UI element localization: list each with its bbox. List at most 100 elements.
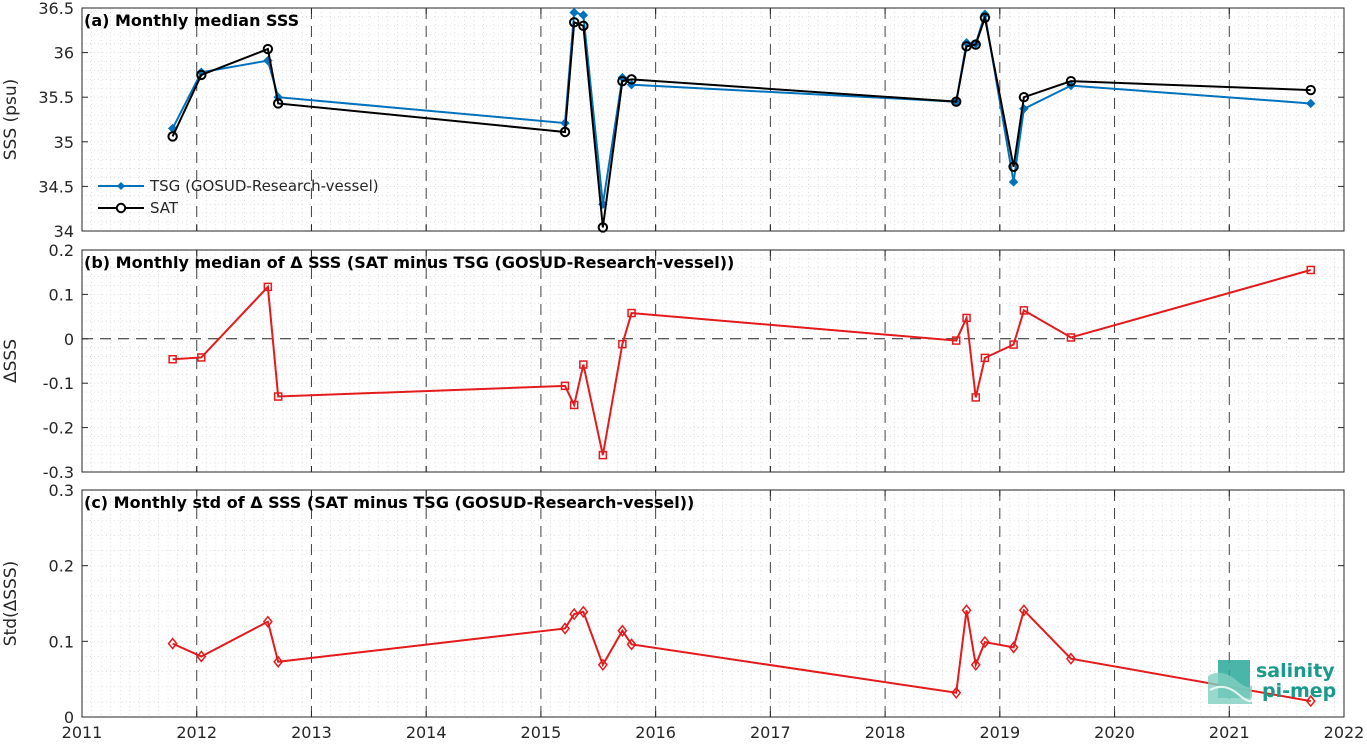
data-point	[1009, 340, 1018, 349]
data-point	[579, 360, 588, 369]
data-point	[961, 604, 972, 617]
y-tick-label: -0.3	[43, 463, 74, 482]
y-tick-label: 0	[64, 330, 74, 349]
x-tick-label: 2013	[291, 723, 332, 742]
data-point	[1065, 652, 1076, 665]
series-line	[172, 608, 1311, 703]
y-tick-label: 35.5	[38, 88, 74, 107]
logo-line2: pi-mep	[1262, 680, 1336, 702]
y-tick-label: 36.5	[38, 0, 74, 18]
y-tick-label: 0.2	[49, 557, 74, 576]
y-tick-label: 36	[54, 44, 74, 63]
data-point	[970, 658, 981, 671]
data-point	[1305, 694, 1316, 708]
legend-label-sat: SAT	[150, 199, 179, 217]
data-point	[626, 74, 637, 85]
data-point	[979, 635, 990, 649]
data-point	[167, 131, 178, 142]
legend-marker-tsg	[117, 182, 125, 190]
data-point	[569, 607, 580, 621]
data-point	[273, 655, 284, 668]
data-point	[168, 354, 177, 364]
data-point	[1305, 84, 1316, 96]
x-tick-label: 2011	[62, 723, 103, 742]
x-axis	[81, 250, 1345, 472]
panel-title: (b) Monthly median of Δ SSS (SAT minus T…	[84, 253, 734, 272]
data-point	[951, 96, 962, 107]
data-point	[1008, 641, 1019, 654]
data-point	[578, 20, 589, 32]
y-tick-label: -0.1	[43, 374, 74, 393]
x-tick-label: 2016	[635, 723, 676, 742]
data-point	[578, 10, 589, 20]
data-point	[951, 336, 961, 345]
data-point	[618, 339, 627, 349]
series-group	[167, 7, 1316, 233]
data-point	[1008, 161, 1019, 172]
data-point	[272, 98, 284, 109]
data-point	[627, 308, 636, 318]
series-line	[172, 269, 1312, 456]
data-point	[979, 12, 991, 24]
data-point	[980, 353, 990, 363]
legend-marker-sat	[115, 202, 127, 214]
panel-a-monthly-median-sss: 34 34.5 35 35.5 36 36.5 SSS (psu) (a) Monthly m…	[1, 0, 1345, 241]
legend-label-tsg: TSG (GOSUD-Research-vessel)	[149, 177, 379, 195]
data-point	[197, 353, 206, 362]
data-point	[569, 400, 579, 410]
x-axis	[81, 8, 1345, 231]
y-axis-label: SSS (psu)	[1, 79, 21, 160]
data-point	[962, 313, 971, 323]
x-tick-label: 2015	[521, 723, 562, 742]
salinity-pimep-wave-icon	[1208, 660, 1253, 704]
x-tick-label: 2017	[750, 723, 791, 742]
data-point	[597, 222, 609, 233]
y-axis-label: Std(ΔSSS)	[1, 561, 21, 647]
data-point	[578, 605, 589, 619]
series-group	[167, 604, 1316, 708]
data-point	[617, 624, 628, 637]
data-point	[1018, 604, 1029, 617]
data-point	[273, 392, 283, 401]
data-point	[951, 686, 962, 699]
y-axis-label: ΔSSS	[1, 339, 21, 383]
data-point	[560, 622, 570, 635]
axes-box	[81, 7, 1345, 232]
data-point	[961, 41, 972, 52]
axes-box	[81, 249, 1345, 473]
panel-title: (a) Monthly median SSS	[84, 11, 299, 30]
data-point	[970, 39, 981, 50]
y-axis: 34 34.5 35 35.5 36 36.5	[38, 0, 1344, 241]
data-point	[1306, 98, 1316, 109]
y-tick-label: 34.5	[38, 177, 74, 196]
data-point	[1019, 306, 1029, 315]
data-point	[167, 637, 178, 650]
x-tick-label: 2012	[176, 723, 217, 742]
data-point	[559, 126, 571, 138]
data-point	[598, 450, 608, 460]
plot-area	[82, 490, 1344, 717]
data-point	[971, 393, 980, 402]
y-tick-label: 34	[54, 222, 74, 241]
y-tick-label: 0.3	[49, 481, 74, 500]
x-tick-label: 2018	[865, 723, 906, 742]
logo-line1: salinity	[1256, 660, 1335, 682]
data-point	[262, 615, 273, 628]
minor-grid	[82, 249, 1344, 473]
y-tick-label: 35	[54, 133, 74, 152]
y-tick-label: 0.1	[49, 632, 74, 651]
data-point	[262, 43, 274, 55]
x-tick-label: 2020	[1094, 723, 1135, 742]
legend: TSG (GOSUD-Research-vessel) SAT	[98, 177, 379, 217]
y-tick-label: 0.1	[49, 285, 74, 304]
data-point	[263, 282, 273, 292]
y-tick-label: 0	[64, 708, 74, 727]
data-point	[1066, 333, 1076, 342]
y-axis: -0.3 -0.2 -0.1 0 0.1 0.2	[43, 241, 1344, 482]
data-point	[560, 381, 570, 391]
data-point	[196, 650, 207, 663]
data-point	[597, 658, 608, 671]
panel-title: (c) Monthly std of Δ SSS (SAT minus TSG …	[84, 493, 694, 512]
